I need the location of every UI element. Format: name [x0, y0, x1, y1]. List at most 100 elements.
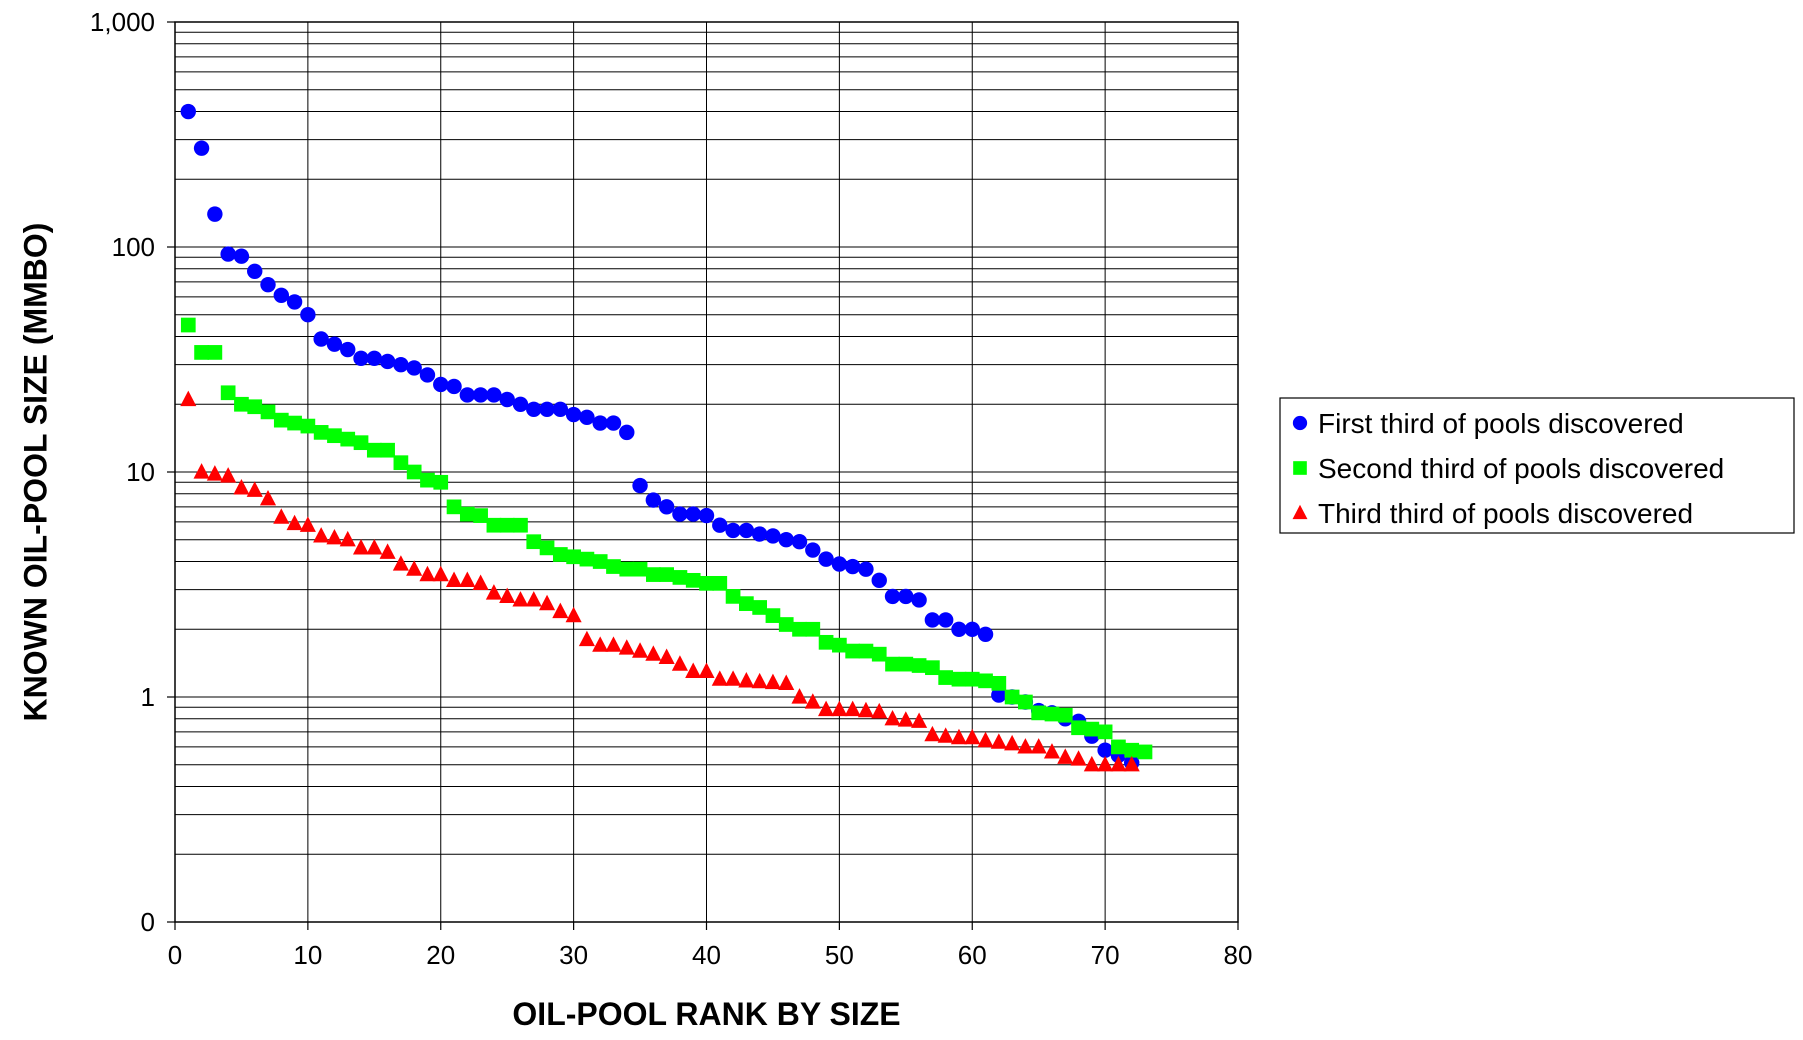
- data-point-third-third: [778, 674, 795, 690]
- data-point-first-third: [725, 522, 741, 539]
- data-point-third-third: [193, 463, 210, 479]
- data-point-first-third: [313, 331, 329, 347]
- data-point-third-third: [685, 662, 702, 678]
- data-points: [180, 103, 1153, 772]
- data-point-second-third: [380, 442, 395, 458]
- data-point-third-third: [419, 565, 436, 582]
- data-point-second-third: [685, 572, 701, 588]
- data-point-third-third: [445, 571, 463, 587]
- data-point-third-third: [392, 555, 409, 571]
- x-tick-label: 80: [1224, 940, 1253, 970]
- data-point-first-third: [286, 294, 303, 310]
- data-point-first-third: [778, 532, 794, 548]
- data-point-first-third: [645, 492, 662, 508]
- x-tick-label: 40: [692, 940, 721, 970]
- data-point-third-third: [950, 728, 968, 745]
- legend-marker-first-third: [1292, 415, 1308, 431]
- data-point-third-third: [273, 508, 290, 524]
- data-point-third-third: [366, 539, 383, 555]
- data-point-second-third: [871, 646, 887, 662]
- data-point-third-third: [1123, 755, 1140, 772]
- data-point-first-third: [579, 409, 595, 426]
- legend-label-third-third: Third third of pools discovered: [1318, 498, 1693, 529]
- data-point-second-third: [247, 399, 263, 415]
- data-point-second-third: [1084, 721, 1100, 737]
- data-point-third-third: [313, 527, 330, 543]
- data-point-third-third: [1110, 755, 1127, 772]
- data-point-third-third: [326, 528, 343, 545]
- data-point-first-third: [419, 367, 436, 383]
- data-point-second-third: [1071, 720, 1086, 736]
- data-point-third-third: [871, 702, 888, 719]
- data-point-third-third: [751, 672, 768, 689]
- data-point-first-third: [632, 477, 648, 494]
- data-point-second-third: [340, 431, 356, 447]
- data-point-second-third: [1018, 694, 1033, 710]
- data-point-third-third: [220, 467, 237, 483]
- data-point-third-third: [406, 560, 423, 576]
- tick-labels: 0 10 20 30 40 50 60 70 80 0 1 10 100 1,000: [90, 7, 1253, 970]
- data-point-second-third: [699, 575, 714, 591]
- data-point-second-third: [1057, 707, 1073, 723]
- legend-item-first-third: First third of pools discovered: [1292, 408, 1684, 439]
- data-point-second-third: [313, 425, 329, 440]
- data-point-first-third: [273, 287, 289, 304]
- x-axis-title: OIL-POOL RANK BY SIZE: [512, 996, 900, 1032]
- data-point-third-third: [286, 514, 303, 531]
- legend-item-third-third: Third third of pools discovered: [1292, 498, 1693, 529]
- data-point-second-third: [805, 621, 821, 637]
- data-point-first-third: [765, 528, 781, 544]
- legend: First third of pools discovered Second t…: [1279, 397, 1795, 534]
- data-point-third-third: [1004, 734, 1021, 751]
- data-point-third-third: [658, 648, 675, 664]
- data-point-third-third: [711, 670, 728, 686]
- legend-item-second-third: Second third of pools discovered: [1293, 453, 1724, 484]
- data-point-third-third: [1030, 738, 1047, 754]
- data-point-first-third: [379, 353, 396, 370]
- data-point-first-third: [472, 387, 489, 403]
- data-point-third-third: [964, 728, 981, 745]
- data-point-third-third: [791, 688, 808, 704]
- data-point-third-third: [565, 606, 582, 623]
- x-tick-label: 60: [958, 940, 987, 970]
- data-point-third-third: [884, 709, 901, 726]
- data-point-third-third: [764, 673, 781, 690]
- data-point-first-third: [220, 246, 236, 262]
- data-point-first-third: [592, 415, 608, 431]
- data-point-third-third: [379, 543, 396, 559]
- y-tick-label: 10: [126, 457, 155, 487]
- data-point-first-third: [1097, 742, 1113, 758]
- data-point-second-third: [327, 428, 342, 444]
- data-point-second-third: [739, 596, 754, 611]
- data-point-second-third: [513, 517, 528, 533]
- data-point-second-third: [406, 464, 422, 480]
- data-point-second-third: [765, 608, 781, 623]
- legend-label-first-third: First third of pools discovered: [1318, 408, 1684, 439]
- x-tick-label: 30: [559, 940, 588, 970]
- data-point-first-third: [791, 534, 808, 550]
- data-point-second-third: [579, 551, 595, 567]
- data-point-third-third: [897, 711, 914, 727]
- data-point-second-third: [180, 317, 196, 333]
- data-point-second-third: [818, 634, 834, 650]
- data-point-second-third: [526, 534, 542, 550]
- legend-label-second-third: Second third of pools discovered: [1318, 453, 1724, 484]
- data-point-second-third: [885, 656, 900, 672]
- data-point-second-third: [911, 658, 927, 673]
- data-point-second-third: [712, 575, 728, 591]
- data-point-second-third: [951, 671, 967, 687]
- data-point-second-third: [632, 561, 648, 577]
- data-point-first-third: [326, 336, 343, 352]
- data-point-first-third: [260, 276, 276, 293]
- legend-box: [1279, 397, 1795, 534]
- data-point-first-third: [340, 341, 356, 358]
- data-point-first-third: [844, 558, 861, 575]
- data-point-second-third: [459, 506, 475, 522]
- data-point-second-third: [1044, 706, 1060, 722]
- data-point-second-third: [659, 567, 674, 582]
- series-second-third: [180, 317, 1153, 760]
- data-point-third-third: [831, 700, 848, 717]
- data-point-first-third: [712, 517, 728, 533]
- data-point-first-third: [951, 621, 967, 637]
- data-point-second-third: [792, 621, 807, 637]
